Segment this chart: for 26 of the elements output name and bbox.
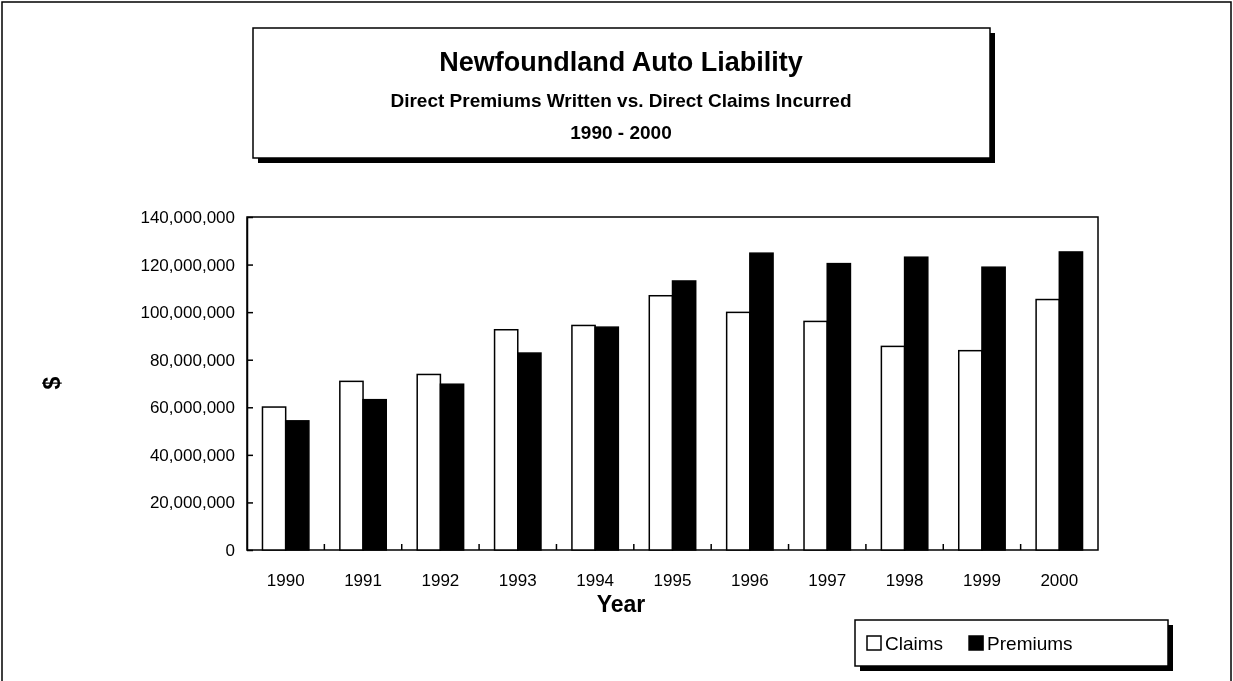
y-tick-label: 100,000,000 (140, 303, 235, 323)
y-tick-label: 40,000,000 (149, 445, 235, 465)
x-tick-label: 1992 (421, 571, 460, 591)
text: Direct Premiums Written vs. Direct Claims Incurred (390, 90, 852, 111)
y-tick-label: 60,000,000 (149, 398, 235, 418)
y-tick-label: 0 (225, 540, 235, 560)
x-tick-label: 1998 (885, 571, 924, 591)
x-tick-label: 2000 (1040, 571, 1079, 591)
x-tick-label: 1999 (963, 571, 1001, 591)
x-axis-title: Year (596, 591, 646, 617)
legend-label: Premiums (987, 633, 1073, 654)
y-tick-label: 80,000,000 (149, 350, 235, 370)
chart-title: Newfoundland Auto Liability (439, 47, 803, 77)
x-tick-label: 1990 (266, 571, 305, 591)
x-tick-label: 1996 (730, 571, 769, 591)
text: 1990 - 2000 (570, 122, 672, 143)
x-tick-label: 1995 (653, 571, 692, 591)
y-tick-label: 20,000,000 (149, 493, 235, 513)
legend-label: Claims (885, 633, 944, 654)
y-axis-title: $ (39, 376, 65, 390)
y-tick-label: 120,000,000 (140, 255, 235, 275)
x-tick-label: 1993 (498, 571, 537, 591)
y-tick-label: 140,000,000 (140, 207, 235, 227)
x-tick-label: 1997 (808, 571, 847, 591)
x-tick-label: 1994 (576, 571, 615, 591)
x-tick-label: 1991 (344, 571, 382, 591)
